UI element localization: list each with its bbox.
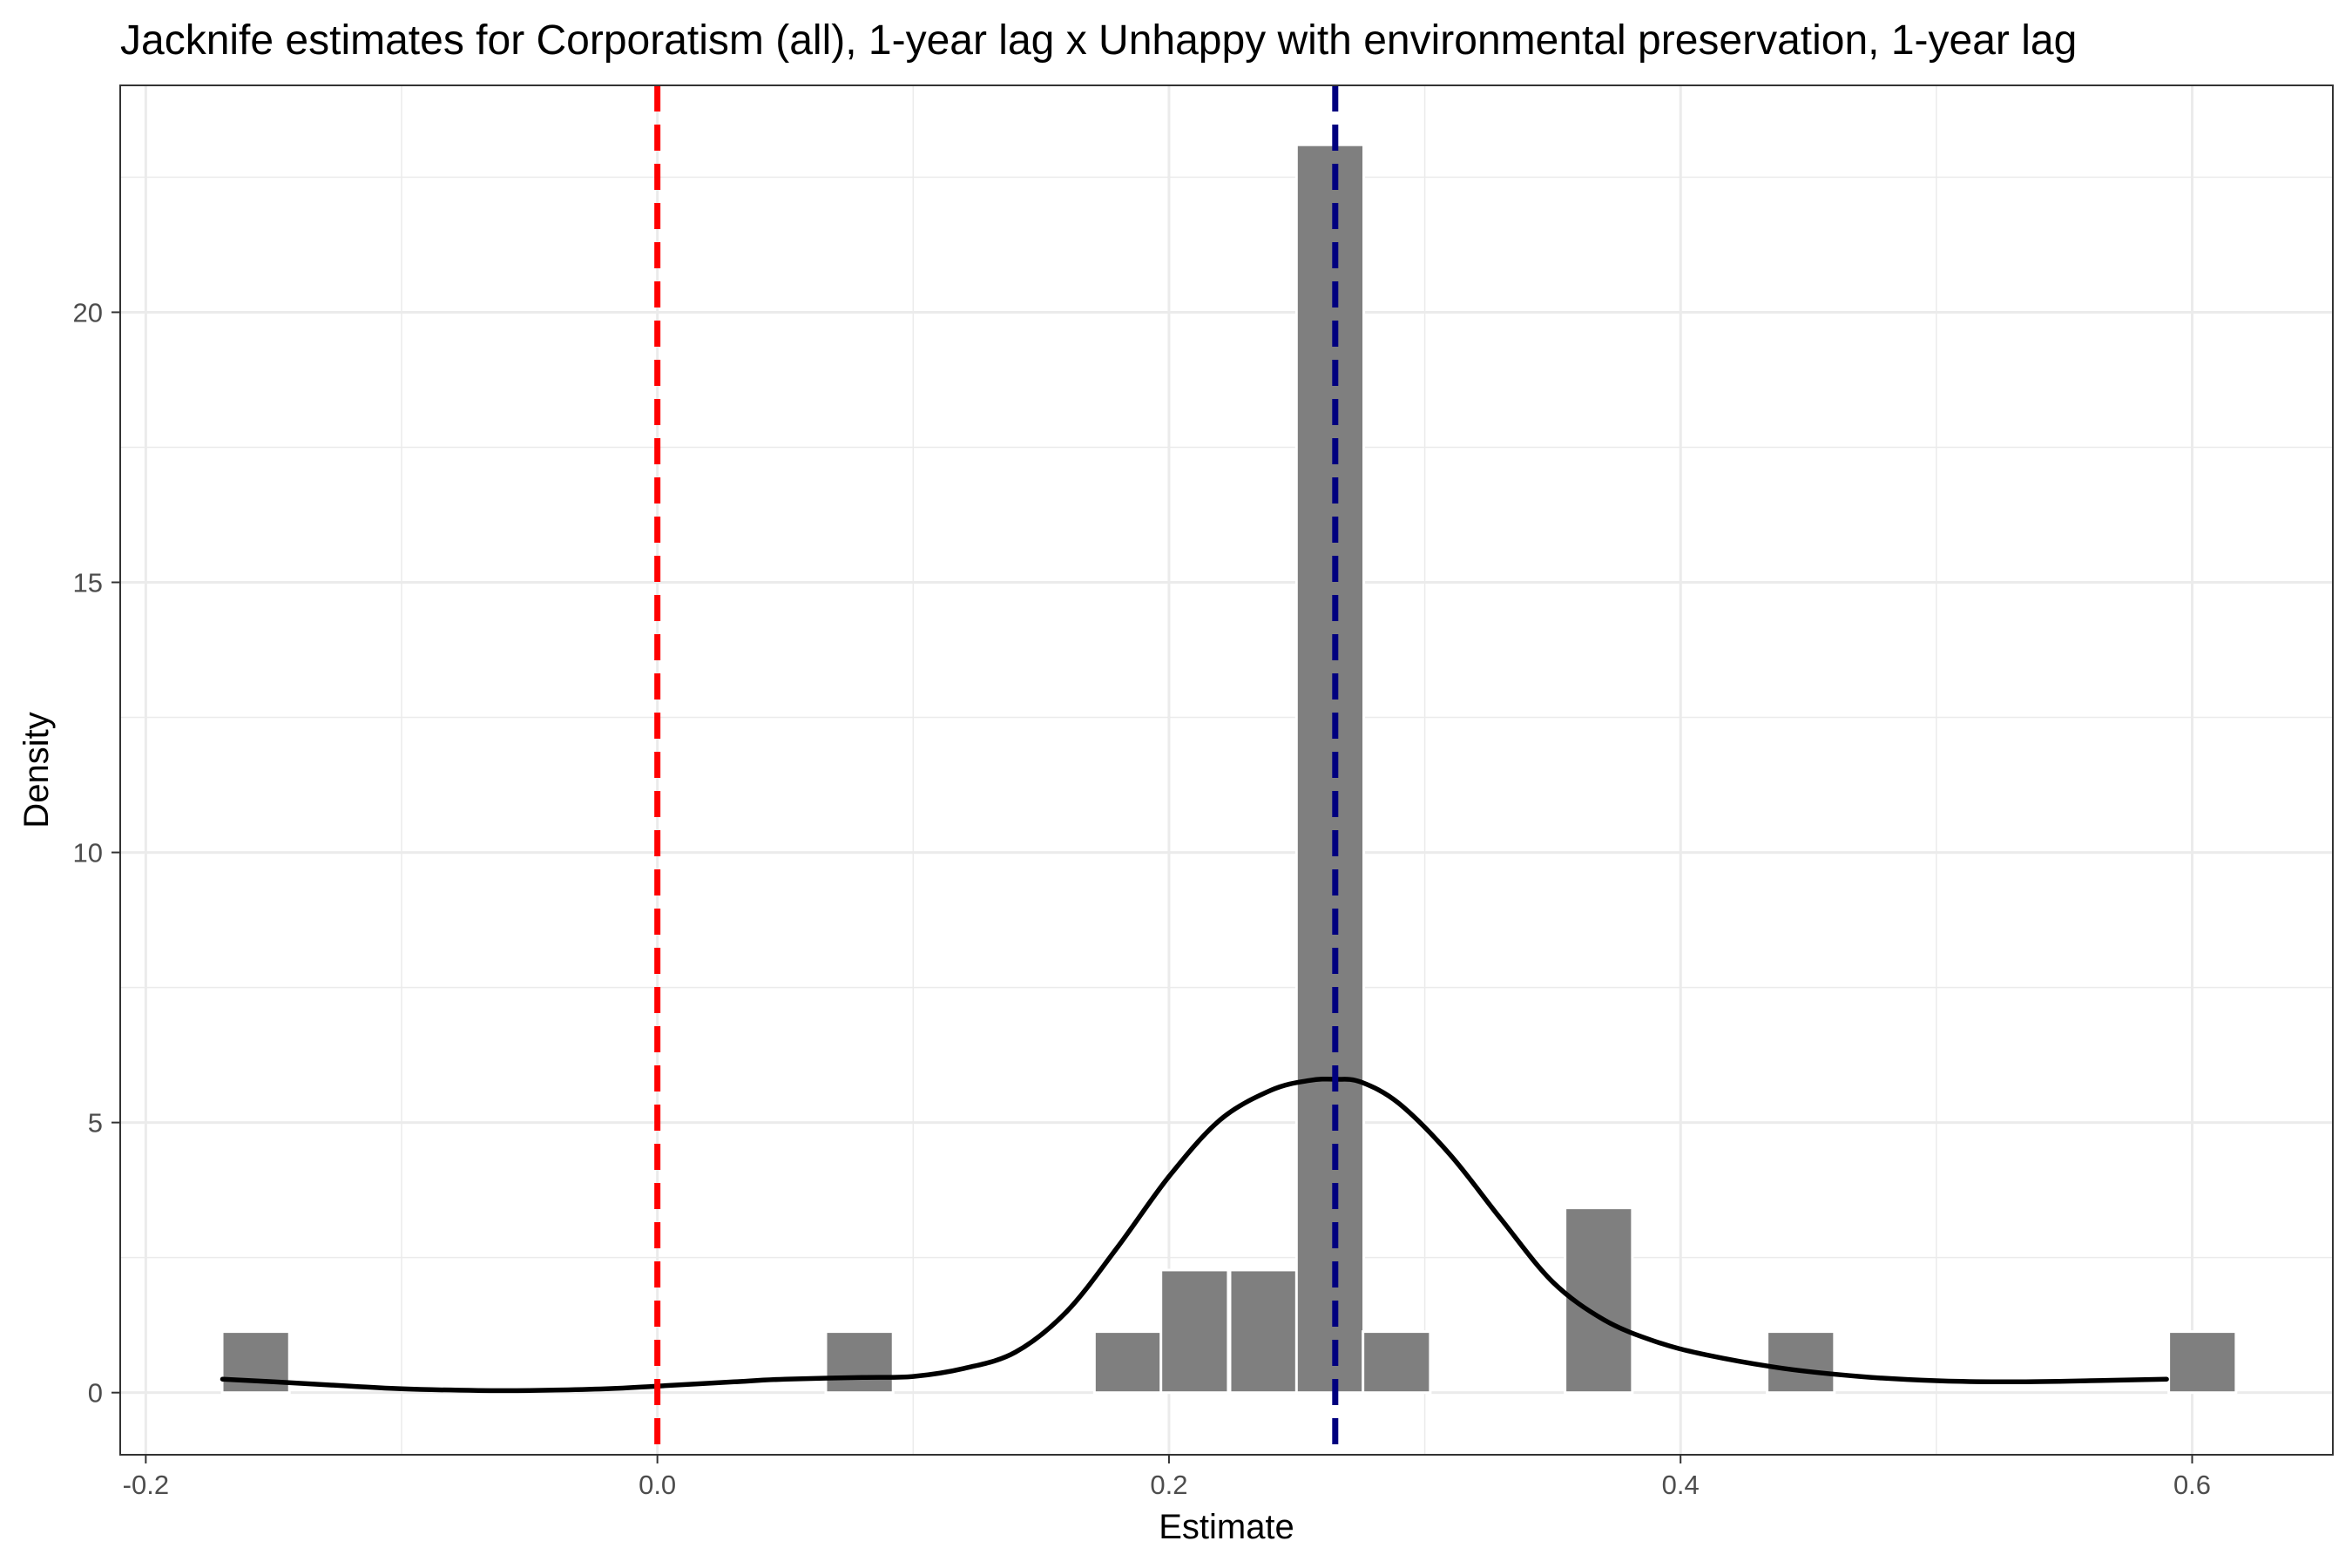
y-tick-label: 10	[73, 838, 103, 868]
chart-title: Jacknife estimates for Corporatism (all)…	[120, 17, 2077, 64]
x-tick-label: 0.6	[2173, 1470, 2211, 1500]
y-tick-label: 20	[73, 297, 103, 328]
y-tick-label: 5	[88, 1108, 103, 1139]
histogram-bar	[1294, 143, 1366, 1395]
histogram-bar	[1362, 1330, 1432, 1395]
x-axis-ticks: -0.2 0.0 0.2 0.4 0.6	[123, 1455, 2211, 1500]
histogram-bar	[824, 1330, 895, 1395]
x-axis-label: Estimate	[1159, 1508, 1294, 1546]
plot-border	[119, 84, 2334, 1456]
histogram-bar	[1766, 1330, 1836, 1395]
y-axis-ticks: 0 5 10 15 20	[73, 297, 120, 1409]
x-tick-label: 0.2	[1150, 1470, 1187, 1500]
histogram-bars	[220, 143, 2238, 1395]
x-tick-label: 0.0	[639, 1470, 676, 1500]
density-curve	[220, 1076, 2169, 1394]
reference-lines	[654, 85, 1339, 1455]
y-axis-label: Density	[17, 712, 56, 828]
x-tick-label: -0.2	[123, 1470, 169, 1500]
grid-lines	[120, 85, 2333, 1455]
histogram-bar	[2167, 1330, 2238, 1395]
histogram-bar	[1092, 1330, 1164, 1395]
histogram-bar	[1159, 1268, 1230, 1395]
histogram-bar	[1228, 1268, 1299, 1395]
x-tick-label: 0.4	[1662, 1470, 1700, 1500]
y-tick-label: 15	[73, 568, 103, 598]
plot-panel	[120, 85, 2333, 1455]
y-tick-label: 0	[88, 1378, 103, 1409]
